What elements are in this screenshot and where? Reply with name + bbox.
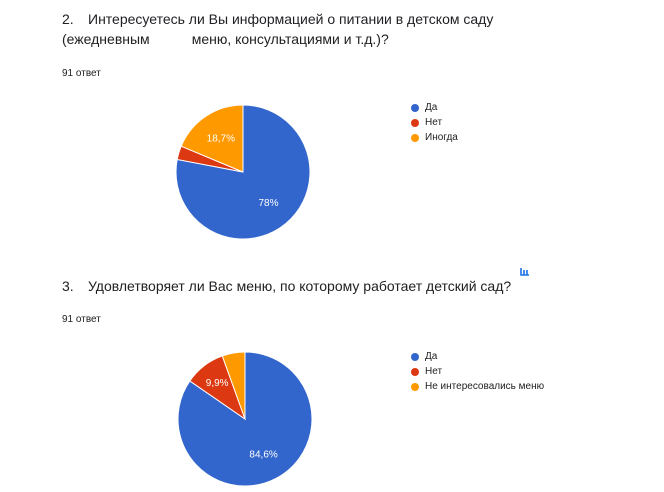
pie-slice-label-2: 9,9%	[206, 378, 229, 389]
legend-swatch-1	[411, 352, 419, 361]
legend-label-2: Нет	[425, 366, 443, 377]
question-2-text-line2a: (ежедневным	[62, 31, 150, 47]
pie-slice-3[interactable]	[221, 351, 246, 420]
question-3-response-count: 91 ответ	[62, 314, 101, 325]
legend-label-3: Не интересовались меню	[425, 381, 545, 392]
question-3-block: 3. Удовлетворяет ли Вас меню, по которому…	[0, 262, 664, 492]
question-2-response-count: 91 ответ	[62, 68, 101, 79]
legend-swatch-3	[411, 133, 419, 142]
question-2-block: 2. Интересуетесь ли Вы информацией о пита…	[62, 9, 493, 240]
question-3-text-line1: Удовлетворяет ли Вас меню, по которому р…	[88, 278, 512, 294]
pie-slice-3[interactable]	[180, 104, 244, 173]
pie-slice-label-3: 18,7%	[207, 134, 235, 145]
legend-item-2[interactable]: Нет	[411, 115, 458, 130]
legend-label-2: Нет	[425, 117, 443, 128]
chart-resize-icon[interactable]	[520, 267, 530, 277]
question-2-legend: Да Нет Иногда	[411, 100, 458, 145]
pie-slice-1[interactable]	[175, 104, 311, 240]
question-2-text-line2b: меню, консультациями и т.д.)?	[191, 31, 389, 47]
legend-swatch-2	[411, 367, 419, 376]
question-2-pie-chart: 78% 18,7%	[175, 104, 311, 240]
question-2-number: 2.	[62, 11, 74, 27]
legend-label-3: Иногда	[425, 132, 458, 143]
legend-swatch-1	[411, 103, 419, 112]
question-3-pie-chart: 84,6% 9,9%	[177, 351, 313, 487]
pie-slice-label-1: 84,6%	[249, 449, 277, 460]
legend-item-2[interactable]: Нет	[411, 364, 544, 379]
pie-slice-1[interactable]	[177, 351, 313, 487]
legend-item-1[interactable]: Да	[411, 349, 544, 364]
question-2-text-line1: Интересуетесь ли Вы информацией о питани…	[88, 11, 494, 27]
legend-label-1: Да	[425, 102, 438, 113]
legend-item-3[interactable]: Не интересовались меню	[411, 379, 544, 394]
legend-item-1[interactable]: Да	[411, 100, 458, 115]
legend-label-1: Да	[425, 351, 438, 362]
question-2-title: 2. Интересуетесь ли Вы информацией о пита…	[62, 9, 493, 49]
legend-swatch-3	[411, 382, 419, 391]
legend-item-3[interactable]: Иногда	[411, 130, 458, 145]
question-3-title: 3. Удовлетворяет ли Вас меню, по которому…	[62, 276, 511, 296]
legend-swatch-2	[411, 118, 419, 127]
pie-slice-label-1: 78%	[258, 198, 278, 209]
question-3-legend: Да Нет Не интересовались меню	[411, 349, 544, 394]
question-3-number: 3.	[62, 278, 74, 294]
